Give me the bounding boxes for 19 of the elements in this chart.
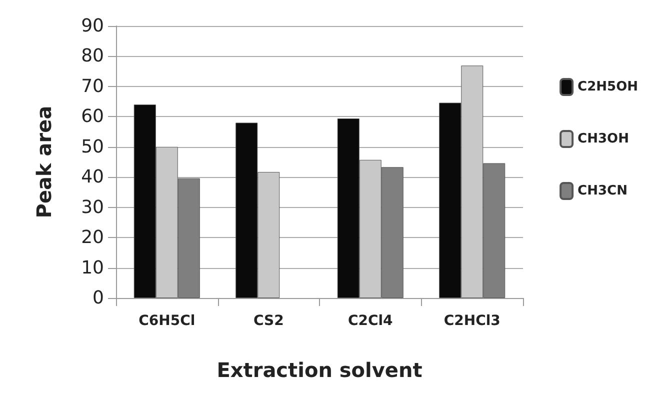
y-tick-label: 10 <box>81 257 104 278</box>
x-tick-label: C6H5Cl <box>138 313 196 329</box>
legend-label: C2H5OH <box>578 80 638 94</box>
x-tick-label: C2Cl4 <box>348 313 394 329</box>
legend-label: CH3OH <box>578 132 629 146</box>
x-tick-label: CS2 <box>253 313 284 329</box>
y-tick-label: 0 <box>92 288 104 308</box>
y-axis-title: Peak area <box>32 106 56 218</box>
x-axis-title: Extraction solvent <box>216 358 423 382</box>
y-tick-label: 50 <box>81 136 104 158</box>
y-tick-label: 70 <box>81 76 104 97</box>
y-tick-label: 60 <box>81 106 104 128</box>
y-tick-label: 80 <box>81 46 104 67</box>
y-tick-label: 30 <box>81 196 104 218</box>
legend-label: CH3CN <box>578 184 628 198</box>
y-tick-label: 20 <box>81 227 104 248</box>
x-tick-label: C2HCl3 <box>444 313 500 329</box>
y-tick-label: 40 <box>81 166 104 188</box>
y-tick-label: 90 <box>81 16 104 36</box>
